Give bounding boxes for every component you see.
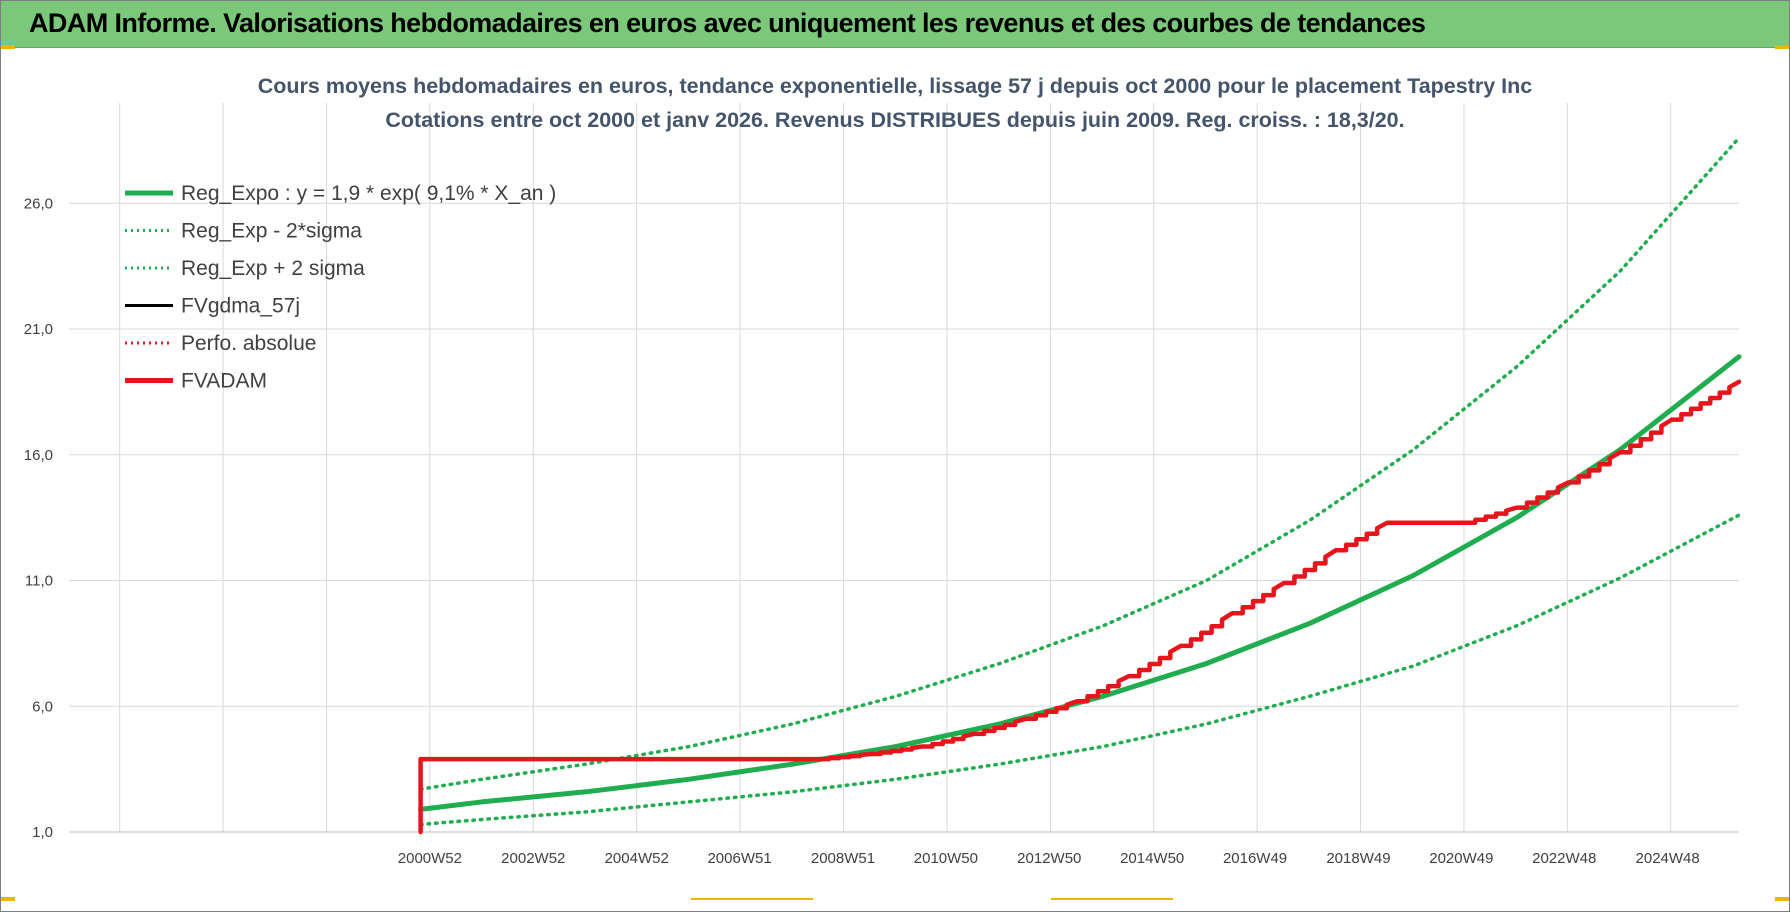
- y-tick-label: 11,0: [25, 573, 53, 590]
- x-tick-label: 2024W48: [1636, 850, 1700, 867]
- x-tick-label: 2020W49: [1429, 850, 1493, 867]
- chart-title-line2: Cotations entre oct 2000 et janv 2026. R…: [385, 108, 1404, 132]
- x-tick-label: 2018W49: [1326, 850, 1390, 867]
- series-fvadam: [418, 379, 1742, 835]
- x-tick-label: 2002W52: [501, 850, 565, 867]
- x-tick-label: 2014W50: [1120, 850, 1184, 867]
- corner-marker: [691, 898, 813, 900]
- x-tick-label: 2010W50: [914, 850, 978, 867]
- corner-marker: [1775, 45, 1789, 49]
- x-tick-label: 2012W50: [1017, 850, 1081, 867]
- x-tick-label: 2022W48: [1532, 850, 1596, 867]
- y-tick-label: 16,0: [24, 447, 53, 464]
- x-tick-label: 2006W51: [707, 850, 771, 867]
- corner-marker: [1775, 897, 1789, 901]
- corner-marker: [1, 897, 15, 901]
- corner-marker: [1, 45, 15, 49]
- y-axis: 1,0 6,0 11,0 16,0 21,0 26,0: [24, 195, 53, 841]
- x-axis: 2000W52 2002W52 2004W52 2006W51 2008W51 2010W…: [69, 831, 1739, 867]
- page-title: ADAM Informe. Valorisations hebdomadaire…: [29, 8, 1426, 38]
- grid-layer: [69, 103, 1739, 833]
- legend-label: Reg_Exp + 2 sigma: [181, 257, 365, 280]
- legend-label: FVgdma_57j: [181, 295, 300, 318]
- x-tick-label: 2016W49: [1223, 850, 1287, 867]
- series-reg-expo: [418, 354, 1742, 812]
- series-reg-exp-minus-2sigma: [418, 513, 1741, 827]
- x-tick-label: 2000W52: [398, 850, 462, 867]
- legend-label: Perfo. absolue: [181, 332, 316, 355]
- x-tick-label: 2004W52: [605, 850, 669, 867]
- series-reg-exp-plus-2sigma: [418, 136, 1741, 791]
- y-tick-label: 1,0: [32, 824, 53, 841]
- legend-label: Reg_Expo : y = 1,9 * exp( 9,1% * X_an ): [181, 182, 556, 205]
- legend-label: Reg_Exp - 2*sigma: [181, 220, 362, 243]
- legend-label: FVADAM: [181, 370, 267, 393]
- y-tick-label: 6,0: [32, 698, 53, 715]
- x-tick-label: 2008W51: [811, 850, 875, 867]
- y-tick-label: 21,0: [24, 321, 53, 338]
- series-layer: [418, 136, 1742, 835]
- y-tick-label: 26,0: [24, 195, 53, 212]
- corner-marker: [1051, 898, 1173, 900]
- chart-title-line1: Cours moyens hebdomadaires en euros, ten…: [258, 74, 1533, 98]
- legend: Reg_Expo : y = 1,9 * exp( 9,1% * X_an ) R…: [125, 182, 556, 393]
- header-banner: ADAM Informe. Valorisations hebdomadaire…: [1, 1, 1789, 48]
